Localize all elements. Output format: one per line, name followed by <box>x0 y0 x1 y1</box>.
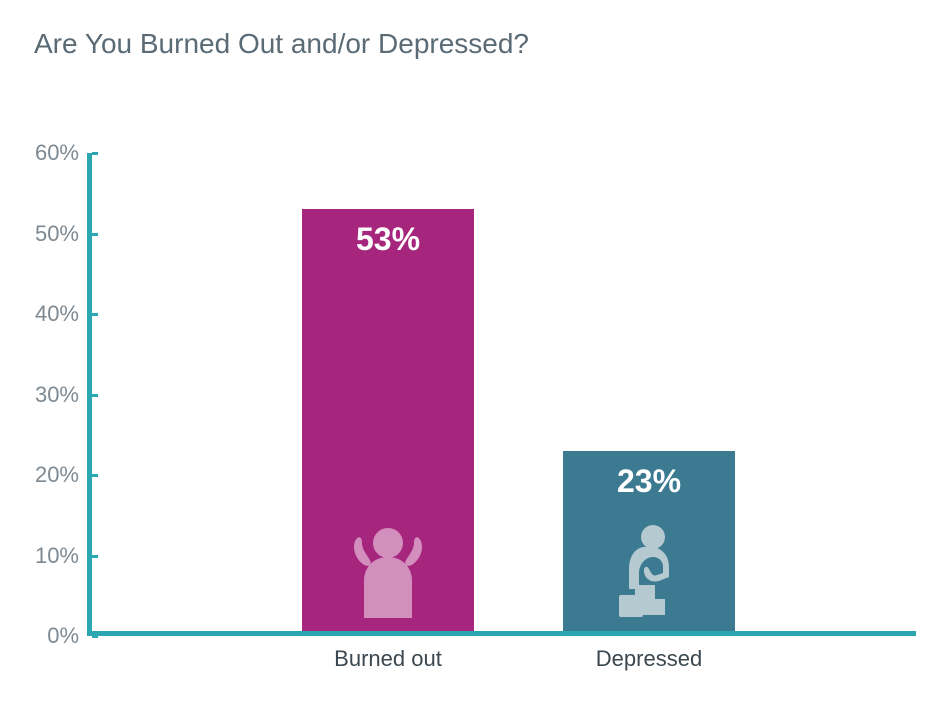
thinker-icon <box>613 523 685 623</box>
chart-title: Are You Burned Out and/or Depressed? <box>34 28 529 60</box>
chart-container: Are You Burned Out and/or Depressed? 0% 1… <box>0 0 926 707</box>
y-tick-label: 60% <box>35 140 79 166</box>
y-tick-label: 30% <box>35 382 79 408</box>
y-tick-mark <box>92 635 98 638</box>
y-tick-label: 20% <box>35 462 79 488</box>
x-axis <box>87 631 916 636</box>
x-axis-label: Depressed <box>563 646 735 672</box>
bar-value-label: 53% <box>302 221 474 258</box>
bar-depressed: 23% <box>563 451 735 631</box>
x-axis-label: Burned out <box>302 646 474 672</box>
thinker-icon <box>613 523 685 618</box>
y-tick-label: 10% <box>35 543 79 569</box>
y-tick-mark <box>92 152 98 155</box>
y-tick-mark <box>92 313 98 316</box>
y-tick-mark <box>92 233 98 236</box>
y-tick-mark <box>92 555 98 558</box>
y-tick-mark <box>92 394 98 397</box>
bar-burned-out: 53% <box>302 209 474 631</box>
bar-value-label: 23% <box>563 463 735 500</box>
stressed-person-icon <box>348 523 428 623</box>
y-tick-label: 0% <box>47 623 79 649</box>
y-tick-label: 50% <box>35 221 79 247</box>
y-tick-mark <box>92 474 98 477</box>
stressed-person-icon <box>348 523 428 618</box>
y-tick-label: 40% <box>35 301 79 327</box>
